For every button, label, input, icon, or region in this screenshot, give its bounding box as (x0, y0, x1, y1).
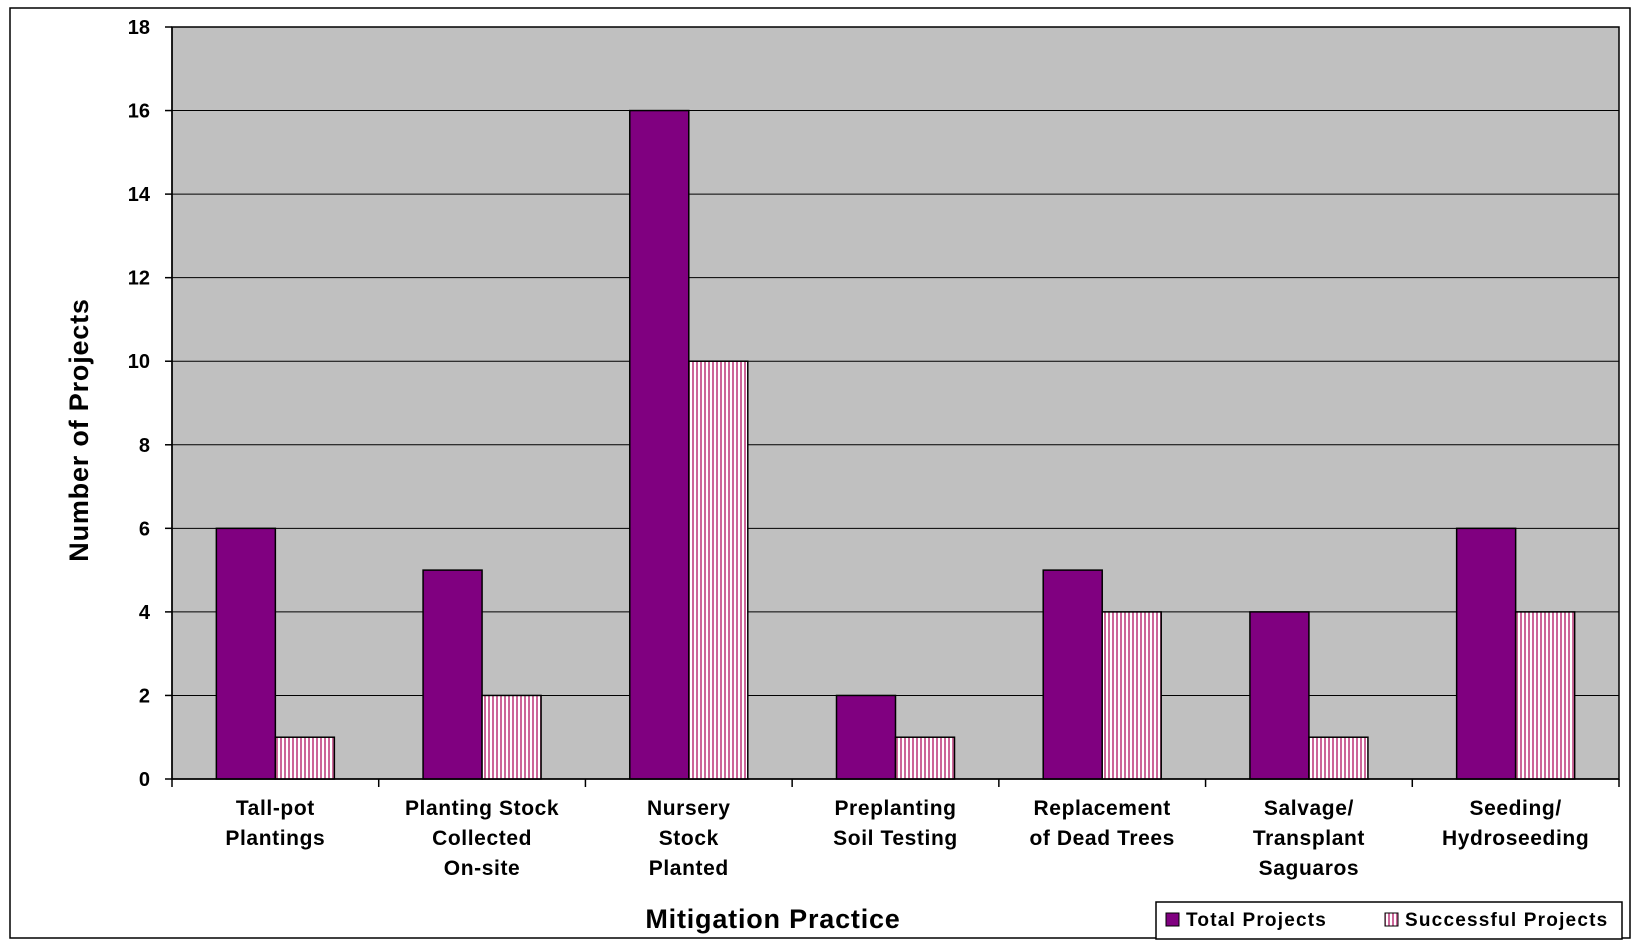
legend: Total Projects Successful Projects (1155, 901, 1623, 940)
x-category-label-line: Seeding/ (1469, 797, 1561, 820)
x-category-label-line: Soil Testing (833, 827, 958, 850)
y-tick-label: 8 (139, 435, 150, 457)
x-axis-ticks (171, 779, 1620, 787)
y-tick-label: 14 (128, 184, 151, 206)
x-category-label-line: Nursery (647, 797, 731, 820)
bar-total-projects (629, 109, 690, 780)
bar-successful-projects (274, 736, 336, 780)
x-category-label-line: Planted (649, 857, 729, 880)
bar-successful-projects (1514, 611, 1576, 780)
x-category-label-line: Salvage/ (1264, 797, 1354, 820)
x-category-label-line: Collected (432, 827, 532, 850)
legend-swatch-successful (1384, 912, 1399, 927)
bar-total-projects (215, 527, 277, 780)
legend-label-total: Total Projects (1186, 910, 1327, 931)
bar-successful-projects (1308, 736, 1369, 780)
bar-total-projects (835, 694, 897, 780)
bar-successful-projects (481, 694, 542, 780)
y-tick-label: 2 (139, 685, 150, 707)
bar-successful-projects (1101, 611, 1162, 780)
y-axis-title: Number of Projects (64, 298, 94, 561)
x-category-label: Nursery Stock Planted (647, 797, 731, 880)
x-category-label: Salvage/Transplant Saguaros (1253, 797, 1365, 880)
x-category-label-line: Plantings (225, 827, 325, 850)
y-tick-label: 18 (128, 17, 150, 39)
y-tick-label: 10 (128, 351, 150, 373)
y-tick-label: 6 (139, 518, 150, 540)
x-category-label: Replacement of Dead Trees (1029, 797, 1175, 850)
x-category-label-line: Preplanting (834, 797, 956, 820)
legend-swatch-total (1165, 912, 1180, 927)
x-category-label: Preplanting Soil Testing (833, 797, 958, 850)
bar-successful-projects (688, 360, 749, 780)
y-tick-label: 16 (128, 101, 150, 123)
bar-total-projects (422, 569, 483, 780)
plot-area (171, 26, 1620, 780)
bar-total-projects (1455, 527, 1517, 780)
y-tick-label: 12 (128, 268, 150, 290)
x-category-label-line: Planting Stock (405, 797, 559, 820)
y-axis-ticks: 0 2 4 6 8 10 12 14 16 18 (128, 17, 172, 791)
y-tick-label: 0 (139, 769, 150, 791)
gridlines (172, 26, 1619, 696)
bar-successful-projects (894, 736, 956, 780)
legend-label-successful: Successful Projects (1405, 910, 1608, 931)
x-category-label-line: Saguaros (1259, 857, 1360, 880)
x-category-label-line: Hydroseeding (1442, 827, 1589, 850)
x-axis-title: Mitigation Practice (645, 904, 900, 934)
x-category-label: Planting Stock Collected On-site (405, 797, 559, 880)
category-labels: Tall-pot Plantings Planting Stock Collected… (225, 797, 1589, 880)
y-tick-label: 4 (139, 602, 151, 624)
bars (215, 109, 1576, 780)
x-category-label-line: Replacement (1034, 797, 1171, 820)
x-category-label: Tall-pot Plantings (225, 797, 325, 850)
legend-box (1155, 901, 1623, 940)
x-category-label-line: of Dead Trees (1029, 827, 1175, 850)
bar-total-projects (1042, 569, 1103, 780)
x-category-label-line: Transplant (1253, 827, 1365, 850)
x-category-label: Seeding/Hydroseeding (1442, 797, 1589, 850)
bar-total-projects (1249, 611, 1310, 780)
x-category-label-line: Stock (659, 827, 719, 850)
x-category-label-line: On-site (444, 857, 521, 880)
x-category-label-line: Tall-pot (236, 797, 315, 820)
